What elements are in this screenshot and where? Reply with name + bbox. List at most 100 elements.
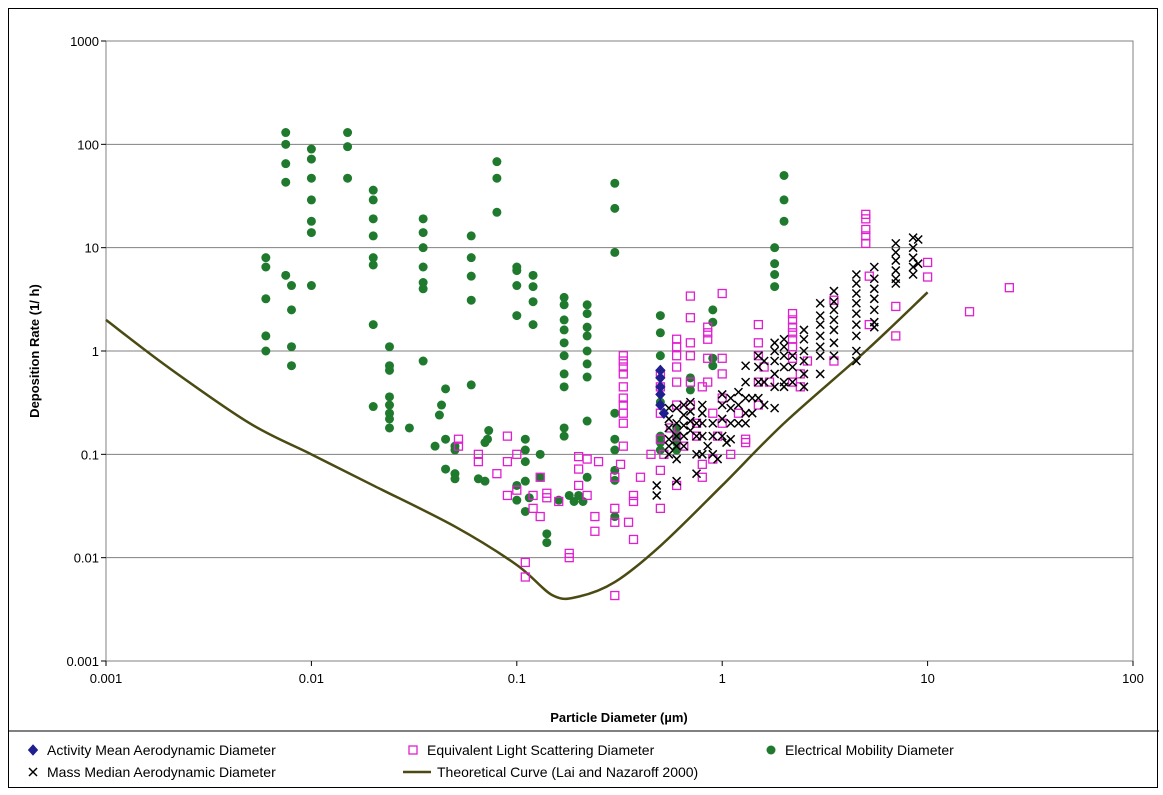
electrical-mobility-diameter-point [441,464,451,474]
electrical-mobility-diameter-point [441,434,451,444]
mass-median-aerodynamic-diameter-point [913,234,923,245]
equivalent-light-scattering-diameter-point [740,434,751,444]
mass-median-aerodynamic-diameter-point [851,298,861,308]
electrical-mobility-diameter-point [492,157,502,167]
electrical-mobility-diameter-point [261,346,271,356]
electrical-mobility-diameter-point [672,423,682,433]
equivalent-light-scattering-diameter-point [787,308,798,319]
electrical-mobility-diameter-point [559,423,569,433]
electrical-mobility-diameter-point [418,228,428,238]
legend-label: Theoretical Curve (Lai and Nazaroff 2000… [437,764,698,780]
electrical-mobility-diameter-point [368,195,378,205]
equivalent-light-scattering-diameter-point [453,434,464,444]
mass-median-aerodynamic-diameter-point [672,476,682,486]
mass-median-aerodynamic-diameter-point [829,305,839,315]
electrical-mobility-diameter-point [434,410,444,420]
electrical-mobility-diameter-point [466,380,476,390]
theoretical-curve-layer [105,291,929,601]
electrical-mobility-diameter-point [512,480,522,490]
electrical-mobility-diameter-point [286,342,296,352]
equivalent-light-scattering-diameter-point [697,382,707,392]
electrical-mobility-diameter-point [779,195,789,205]
equivalent-light-scattering-diameter-point [703,328,713,338]
electrical-mobility-diameter-point [582,309,592,319]
equivalent-light-scattering-diameter-point [512,449,522,459]
mass-median-aerodynamic-diameter-point [741,418,751,428]
mass-median-aerodynamic-diameter-point [697,408,707,418]
equivalent-light-scattering-diameter-point [1004,283,1014,293]
legend-item-equivalent-light-scattering-diameter: Equivalent Light Scattering Diameter [408,742,655,758]
electrical-mobility-diameter-point [582,346,592,356]
equivalent-light-scattering-diameter-point [922,272,933,282]
equivalent-light-scattering-diameter-point [502,456,513,467]
mass-median-aerodynamic-diameter-point [779,362,789,372]
mass-median-aerodynamic-diameter-point [697,400,707,410]
electrical-mobility-diameter-point [559,369,569,379]
equivalent-light-scattering-diameter-point [685,377,696,387]
equivalent-light-scattering-diameter-point [864,271,874,281]
equivalent-light-scattering-diameter-point [679,441,689,451]
electrical-mobility-diameter-point [384,400,394,410]
series-activity-mean-aerodynamic-diameter [655,364,670,419]
electrical-mobility-diameter-point [779,216,789,226]
mass-median-aerodynamic-diameter-point [891,238,901,248]
electrical-mobility-diameter-point [559,431,569,441]
mass-median-aerodynamic-diameter-point [815,311,825,321]
mass-median-aerodynamic-diameter-point [869,284,879,294]
mass-median-aerodynamic-diameter-point [869,305,879,315]
electrical-mobility-diameter-point [306,173,316,183]
equivalent-light-scattering-diameter-point [542,493,552,503]
mass-median-aerodynamic-diameter-point [708,418,718,428]
mass-median-aerodynamic-diameter-point [770,403,780,413]
equivalent-light-scattering-diameter-point [582,454,592,464]
electrical-mobility-diameter-point [559,325,569,335]
electrical-mobility-diameter-point [610,434,620,444]
mass-median-aerodynamic-diameter-point [747,408,757,418]
equivalent-light-scattering-diameter-point [615,459,626,469]
mass-median-aerodynamic-diameter-point [779,382,789,392]
electrical-mobility-diameter-point [685,385,695,395]
electrical-mobility-diameter-point [418,262,428,272]
electrical-mobility-diameter-point [582,472,592,482]
x-axis-title: Particle Diameter (µm) [550,710,688,725]
mass-median-aerodynamic-diameter-point [851,320,861,330]
electrical-mobility-diameter-point [384,365,394,375]
mass-median-aerodynamic-diameter-point [672,431,682,441]
equivalent-light-scattering-diameter-point [646,449,656,459]
mass-median-aerodynamic-diameter-point [908,269,918,280]
equivalent-light-scattering-diameter-point [492,469,502,479]
y-tick-label: 0.1 [81,447,99,462]
electrical-mobility-diameter-point [404,423,414,433]
equivalent-light-scattering-diameter-point [753,319,764,330]
electrical-mobility-diameter-point [564,490,574,500]
mass-median-aerodynamic-diameter-point [829,297,839,307]
legend-item-mass-median-aerodynamic-diameter: Mass Median Aerodynamic Diameter [28,764,276,780]
electrical-mobility-diameter-point [261,294,271,304]
mass-median-aerodynamic-diameter-point [891,247,901,257]
mass-median-aerodynamic-diameter-point [741,408,751,418]
electrical-mobility-diameter-point [582,359,592,369]
equivalent-light-scattering-diameter-point [703,322,713,332]
electrical-mobility-diameter-point [306,216,316,226]
electrical-mobility-diameter-point [466,253,476,263]
mass-median-aerodynamic-diameter-point [779,334,789,344]
mass-median-aerodynamic-diameter-point [753,393,763,403]
mass-median-aerodynamic-diameter-point [726,403,736,413]
equivalent-light-scattering-diameter-point [685,338,696,348]
legend-label: Mass Median Aerodynamic Diameter [47,764,276,780]
mass-median-aerodynamic-diameter-point [829,325,839,335]
x-tick-label: 0.1 [508,671,526,686]
electrical-mobility-diameter-point [770,282,780,292]
equivalent-light-scattering-diameter-point [685,351,696,361]
equivalent-light-scattering-diameter-point [655,465,666,475]
equivalent-light-scattering-diameter-point [610,517,620,527]
mass-median-aerodynamic-diameter-point [891,266,901,276]
mass-median-aerodynamic-diameter-point [679,420,689,431]
mass-median-aerodynamic-diameter-point [908,243,918,253]
mass-median-aerodynamic-diameter-point [851,269,861,280]
equivalent-light-scattering-diameter-point [618,369,628,379]
x-axis-ticks: 0.001 0.01 0.1 1 10 100 [90,661,1144,686]
electrical-mobility-diameter-point [281,177,291,187]
theoretical-curve-line [105,291,929,601]
mass-median-aerodynamic-diameter-point [717,431,727,441]
